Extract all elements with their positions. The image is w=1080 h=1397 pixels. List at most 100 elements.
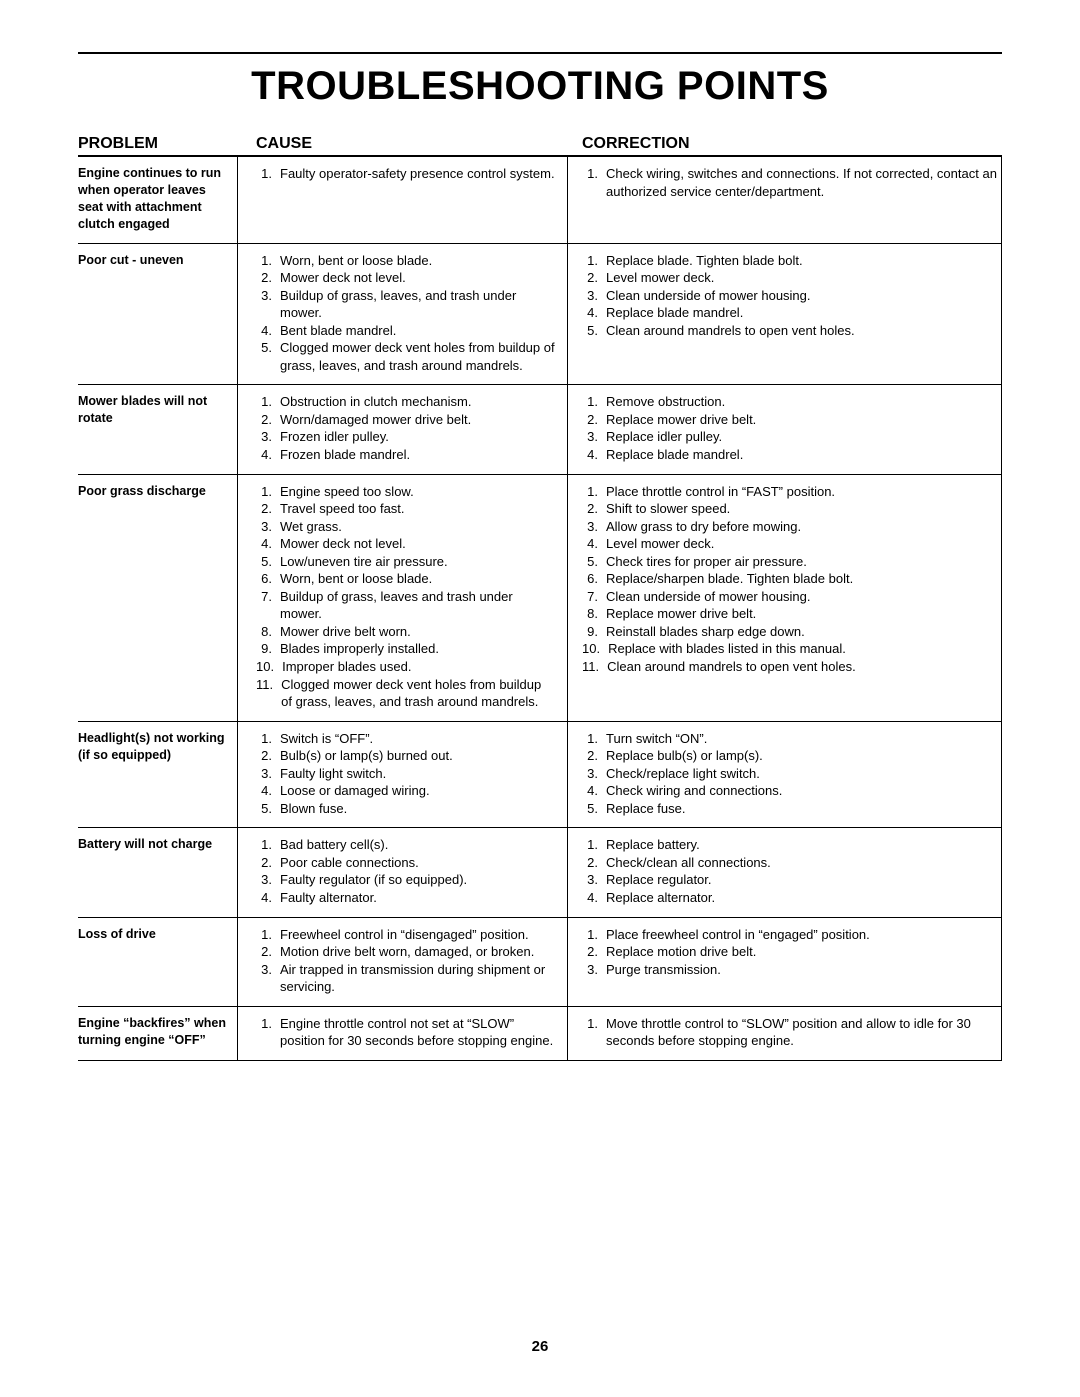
list-item: 3.Clean underside of mower housing. [582, 287, 1001, 305]
list-item: 7.Buildup of grass, leaves and trash und… [256, 588, 555, 623]
list-item: 2.Check/clean all connections. [582, 854, 1001, 872]
list-number: 1. [256, 483, 280, 501]
list-number: 6. [256, 570, 280, 588]
list-item: 9.Blades improperly installed. [256, 640, 555, 658]
list-item: 11.Clean around mandrels to open vent ho… [582, 658, 1001, 676]
list-number: 5. [256, 339, 280, 357]
list-item: 10.Improper blades used. [256, 658, 555, 676]
list-item: 3.Purge transmission. [582, 961, 1001, 979]
numbered-list: 1.Worn, bent or loose blade.2.Mower deck… [256, 252, 555, 375]
numbered-list: 1.Freewheel control in “disengaged” posi… [256, 926, 555, 996]
list-number: 8. [256, 623, 280, 641]
list-item-text: Check wiring, switches and connections. … [606, 165, 1001, 200]
list-number: 2. [582, 411, 606, 429]
list-item: 1.Freewheel control in “disengaged” posi… [256, 926, 555, 944]
list-number: 1. [582, 393, 606, 411]
list-item-text: Buildup of grass, leaves, and trash unde… [280, 287, 555, 322]
list-item: 4.Replace blade mandrel. [582, 304, 1001, 322]
header-problem: PROBLEM [78, 135, 238, 155]
list-item-text: Worn/damaged mower drive belt. [280, 411, 555, 429]
list-number: 11. [256, 676, 281, 694]
list-item-text: Replace motion drive belt. [606, 943, 1001, 961]
page-number: 26 [0, 1338, 1080, 1355]
list-number: 5. [582, 800, 606, 818]
list-item-text: Freewheel control in “disengaged” positi… [280, 926, 555, 944]
list-number: 2. [582, 747, 606, 765]
cell-correction: 1.Replace blade. Tighten blade bolt.2.Le… [568, 244, 1002, 385]
list-item-text: Replace regulator. [606, 871, 1001, 889]
list-number: 11. [582, 658, 607, 676]
list-number: 4. [582, 889, 606, 907]
list-item-text: Improper blades used. [282, 658, 555, 676]
list-item: 1.Engine speed too slow. [256, 483, 555, 501]
list-item-text: Check tires for proper air pressure. [606, 553, 1001, 571]
list-item-text: Worn, bent or loose blade. [280, 570, 555, 588]
list-number: 7. [582, 588, 606, 606]
numbered-list: 1.Place freewheel control in “engaged” p… [582, 926, 1001, 979]
cell-correction: 1.Place freewheel control in “engaged” p… [568, 918, 1002, 1006]
list-item: 1.Turn switch “ON”. [582, 730, 1001, 748]
list-number: 1. [256, 926, 280, 944]
list-number: 7. [256, 588, 280, 606]
list-item: 3.Air trapped in transmission during shi… [256, 961, 555, 996]
list-item-text: Replace idler pulley. [606, 428, 1001, 446]
list-item-text: Mower deck not level. [280, 269, 555, 287]
list-number: 1. [256, 393, 280, 411]
list-number: 10. [256, 658, 282, 676]
list-item: 1.Switch is “OFF”. [256, 730, 555, 748]
list-item-text: Move throttle control to “SLOW” position… [606, 1015, 1001, 1050]
list-number: 6. [582, 570, 606, 588]
row-separator [78, 1060, 1002, 1061]
list-item-text: Replace battery. [606, 836, 1001, 854]
list-item: 2.Shift to slower speed. [582, 500, 1001, 518]
list-item: 4.Frozen blade mandrel. [256, 446, 555, 464]
list-item: 2.Replace bulb(s) or lamp(s). [582, 747, 1001, 765]
list-item: 10.Replace with blades listed in this ma… [582, 640, 1001, 658]
numbered-list: 1.Check wiring, switches and connections… [582, 165, 1001, 200]
list-item: 5.Check tires for proper air pressure. [582, 553, 1001, 571]
list-item-text: Clean underside of mower housing. [606, 588, 1001, 606]
list-number: 8. [582, 605, 606, 623]
list-item: 1.Worn, bent or loose blade. [256, 252, 555, 270]
numbered-list: 1.Switch is “OFF”.2.Bulb(s) or lamp(s) b… [256, 730, 555, 818]
list-item-text: Replace bulb(s) or lamp(s). [606, 747, 1001, 765]
list-item-text: Replace blade. Tighten blade bolt. [606, 252, 1001, 270]
list-item: 1.Move throttle control to “SLOW” positi… [582, 1015, 1001, 1050]
list-item: 2.Poor cable connections. [256, 854, 555, 872]
list-item-text: Replace blade mandrel. [606, 446, 1001, 464]
list-item: 4.Check wiring and connections. [582, 782, 1001, 800]
list-item: 4.Replace alternator. [582, 889, 1001, 907]
list-item: 1.Obstruction in clutch mechanism. [256, 393, 555, 411]
header-cause: CAUSE [238, 135, 568, 155]
list-item-text: Faulty light switch. [280, 765, 555, 783]
list-item: 1.Check wiring, switches and connections… [582, 165, 1001, 200]
list-item-text: Loose or damaged wiring. [280, 782, 555, 800]
list-number: 1. [582, 836, 606, 854]
list-number: 4. [256, 535, 280, 553]
list-number: 2. [256, 500, 280, 518]
cell-problem: Poor grass discharge [78, 475, 238, 721]
list-item-text: Replace mower drive belt. [606, 605, 1001, 623]
list-number: 2. [582, 500, 606, 518]
list-number: 3. [256, 287, 280, 305]
list-number: 3. [256, 518, 280, 536]
cell-correction: 1.Move throttle control to “SLOW” positi… [568, 1007, 1002, 1060]
cell-cause: 1.Engine speed too slow.2.Travel speed t… [238, 475, 568, 721]
list-item-text: Frozen blade mandrel. [280, 446, 555, 464]
list-item-text: Turn switch “ON”. [606, 730, 1001, 748]
numbered-list: 1.Engine throttle control not set at “SL… [256, 1015, 555, 1050]
list-number: 2. [256, 854, 280, 872]
numbered-list: 1.Engine speed too slow.2.Travel speed t… [256, 483, 555, 711]
numbered-list: 1.Bad battery cell(s).2.Poor cable conne… [256, 836, 555, 906]
list-item: 2.Replace mower drive belt. [582, 411, 1001, 429]
list-number: 10. [582, 640, 608, 658]
list-item-text: Engine speed too slow. [280, 483, 555, 501]
list-number: 1. [582, 730, 606, 748]
list-number: 3. [582, 428, 606, 446]
list-number: 4. [256, 889, 280, 907]
list-item-text: Faulty regulator (if so equipped). [280, 871, 555, 889]
cell-problem: Poor cut - uneven [78, 244, 238, 385]
list-number: 3. [582, 518, 606, 536]
list-number: 2. [582, 943, 606, 961]
list-number: 1. [582, 252, 606, 270]
